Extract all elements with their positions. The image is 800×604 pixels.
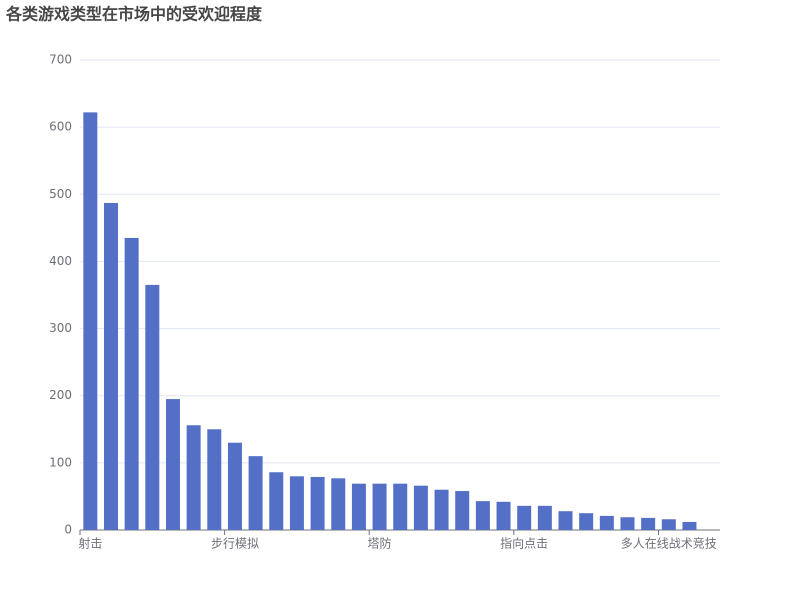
x-tick-label: 指向点击	[500, 536, 548, 551]
bar	[413, 485, 428, 530]
y-tick-label: 700	[49, 53, 72, 67]
x-tick-label: 射击	[78, 536, 102, 551]
x-tick-label: 塔防	[368, 536, 392, 551]
bar	[372, 483, 387, 530]
bar	[310, 476, 325, 530]
y-tick-label: 0	[64, 523, 72, 537]
bar	[351, 483, 366, 530]
bar	[393, 483, 408, 530]
bar	[517, 505, 532, 530]
bar	[145, 284, 160, 530]
y-tick-label: 500	[49, 187, 72, 201]
y-tick-label: 300	[49, 321, 72, 335]
bar	[227, 442, 242, 530]
bar	[207, 429, 222, 530]
bar	[558, 511, 573, 530]
y-tick-label: 600	[49, 120, 72, 134]
bar	[537, 505, 552, 530]
x-tick-label: 多人在线战术竞技	[621, 537, 717, 551]
bar	[599, 515, 614, 530]
bar	[124, 237, 139, 530]
bar	[269, 472, 284, 530]
bar	[331, 478, 346, 530]
bar	[186, 425, 201, 530]
y-tick-label: 100	[49, 455, 72, 469]
bar	[248, 456, 263, 530]
bar	[434, 489, 449, 530]
y-tick-label: 200	[49, 388, 72, 402]
bar	[641, 517, 656, 530]
bar	[496, 501, 511, 530]
bar	[579, 513, 594, 530]
bar	[682, 521, 697, 530]
y-tick-label: 400	[49, 254, 72, 268]
bar	[620, 517, 635, 530]
bar	[103, 203, 118, 530]
bar	[661, 519, 676, 530]
bar	[475, 501, 490, 530]
bar	[455, 491, 470, 530]
bar	[165, 399, 180, 530]
bar	[289, 476, 304, 530]
chart-title: 各类游戏类型在市场中的受欢迎程度	[5, 5, 263, 24]
bar	[83, 112, 98, 530]
x-tick-label: 步行模拟	[211, 537, 259, 551]
